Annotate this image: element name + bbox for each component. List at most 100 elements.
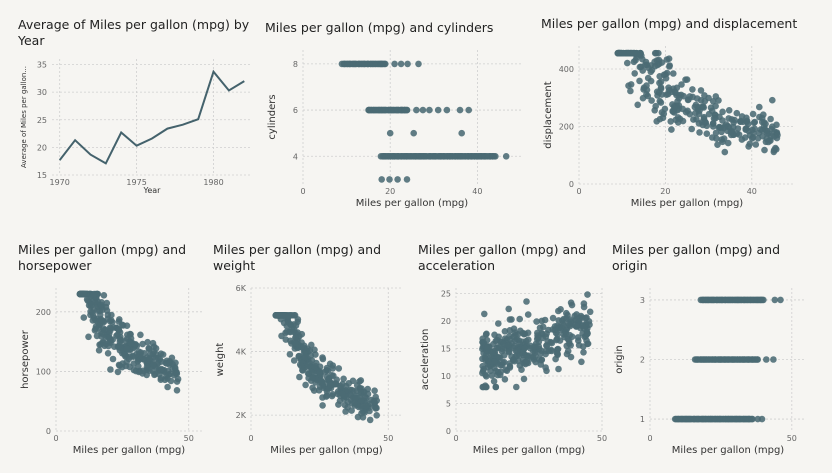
mpg-acceleration-xtick-label: 50: [597, 434, 607, 443]
mpg-weight-point: [286, 351, 294, 358]
mpg-weight-point: [335, 401, 342, 408]
mpg-horsepower-point: [107, 366, 114, 373]
mpg-cylinders-point: [403, 106, 411, 114]
mpg-horsepower-point: [95, 347, 103, 354]
mpg-acceleration-point: [555, 365, 562, 373]
mpg-acceleration-point: [518, 366, 525, 373]
mpg-displacement-point: [733, 130, 741, 137]
mpg-acceleration-point: [571, 322, 579, 329]
mpg-displacement-point: [714, 141, 721, 148]
mpg-displacement-point: [636, 63, 644, 71]
mpg-displacement-xtick-label: 20: [660, 187, 670, 196]
mpg-displacement-point: [653, 118, 660, 125]
mpg-weight-point: [298, 330, 306, 338]
mpg-year-ytick-label: 30: [37, 88, 47, 97]
mpg-weight-point: [329, 365, 337, 372]
mpg-weight-point: [349, 377, 357, 385]
mpg-cylinders-xlabel: Miles per gallon (mpg): [356, 198, 469, 209]
mpg-acceleration-point: [479, 383, 486, 391]
mpg-weight-point: [344, 404, 351, 411]
mpg-cylinders-point: [443, 106, 451, 114]
mpg-displacement-point: [668, 126, 675, 133]
mpg-origin-point: [760, 296, 767, 304]
mpg-origin-title: Miles per gallon (mpg) and origin: [612, 242, 780, 274]
mpg-cylinders-point: [410, 129, 417, 137]
mpg-displacement-point: [697, 87, 705, 94]
mpg-origin-ytick-label: 1: [640, 415, 645, 424]
mpg-acceleration-point: [543, 367, 550, 375]
mpg-cylinders-point: [413, 106, 420, 114]
mpg-acceleration-point: [519, 338, 526, 346]
mpg-horsepower-xtick-label: 0: [53, 434, 58, 443]
mpg-acceleration-point: [520, 375, 528, 383]
mpg-horsepower-plot: 0 50 0 100 200 Miles per gallon (mpg) horsepow…: [20, 288, 202, 456]
mpg-origin-point: [758, 415, 766, 423]
mpg-acceleration-xtick-label: 0: [453, 434, 458, 443]
mpg-weight-ytick-label: 4K: [236, 348, 247, 357]
mpg-displacement-xtick-label: 40: [747, 187, 757, 196]
mpg-acceleration-point: [479, 362, 486, 370]
mpg-horsepower-point: [118, 321, 126, 329]
mpg-acceleration-ytick-label: 10: [441, 372, 451, 381]
mpg-acceleration-point: [523, 298, 530, 305]
mpg-weight-point: [298, 362, 305, 370]
mpg-weight-point: [335, 365, 343, 372]
mpg-acceleration-point: [560, 315, 567, 323]
mpg-acceleration-point: [584, 340, 592, 347]
mpg-displacement-point: [773, 134, 781, 142]
mpg-displacement-point: [682, 108, 690, 116]
mpg-origin-xtick-label: 0: [647, 434, 652, 443]
mpg-origin-ytick-label: 2: [640, 356, 645, 365]
mpg-displacement-point: [756, 103, 763, 111]
mpg-displacement-point: [628, 49, 636, 57]
mpg-displacement-point: [672, 89, 679, 97]
mpg-displacement-point: [717, 124, 724, 131]
mpg-displacement-point: [654, 92, 661, 99]
mpg-horsepower-xtick-label: 50: [184, 434, 194, 443]
mpg-horsepower-point: [114, 368, 122, 376]
mpg-weight-point: [301, 354, 308, 362]
mpg-year-title-line: Year: [18, 33, 45, 48]
mpg-acceleration-point: [579, 322, 586, 330]
mpg-acceleration-point: [501, 376, 509, 383]
mpg-displacement-point: [773, 121, 780, 129]
mpg-weight-point: [330, 372, 337, 379]
mpg-acceleration-point: [481, 310, 488, 318]
mpg-acceleration-point: [496, 343, 503, 351]
mpg-year-ytick-label: 35: [37, 61, 47, 70]
mpg-horsepower-point: [85, 333, 92, 341]
mpg-horsepower-point: [122, 337, 129, 345]
mpg-acceleration-point: [500, 358, 508, 366]
mpg-displacement-point: [721, 148, 729, 156]
mpg-weight-point: [334, 390, 341, 398]
mpg-horsepower-ytick-label: 0: [46, 427, 51, 436]
mpg-displacement-point: [703, 130, 711, 137]
mpg-displacement-point: [719, 108, 726, 116]
mpg-weight-point: [342, 382, 350, 390]
mpg-displacement-point: [765, 138, 772, 146]
mpg-acceleration-point: [533, 318, 540, 325]
mpg-weight-point: [366, 416, 374, 424]
mpg-acceleration-point: [542, 347, 550, 355]
mpg-weight-point: [280, 312, 288, 319]
mpg-weight-point: [309, 384, 316, 392]
mpg-cylinders-point: [386, 176, 393, 183]
mpg-horsepower-point: [100, 292, 108, 299]
mpg-horsepower-point: [157, 376, 165, 383]
mpg-displacement-point: [627, 87, 634, 95]
mpg-acceleration-point: [514, 331, 522, 338]
mpg-horsepower-point: [152, 354, 160, 362]
mpg-weight-point: [348, 400, 356, 407]
mpg-acceleration-point: [516, 352, 523, 359]
mpg-horsepower-point: [80, 314, 88, 321]
mpg-acceleration-point: [490, 378, 498, 385]
mpg-displacement-point: [656, 73, 663, 80]
mpg-horsepower-point: [126, 353, 134, 360]
mpg-displacement-point: [636, 77, 643, 85]
mpg-weight-ytick-label: 2K: [236, 411, 247, 420]
mpg-acceleration-title-line: acceleration: [418, 258, 496, 273]
mpg-acceleration-xlabel: Miles per gallon (mpg): [473, 445, 586, 456]
mpg-displacement-point: [619, 49, 627, 57]
mpg-weight-point: [319, 402, 326, 409]
mpg-displacement-point: [670, 70, 677, 77]
